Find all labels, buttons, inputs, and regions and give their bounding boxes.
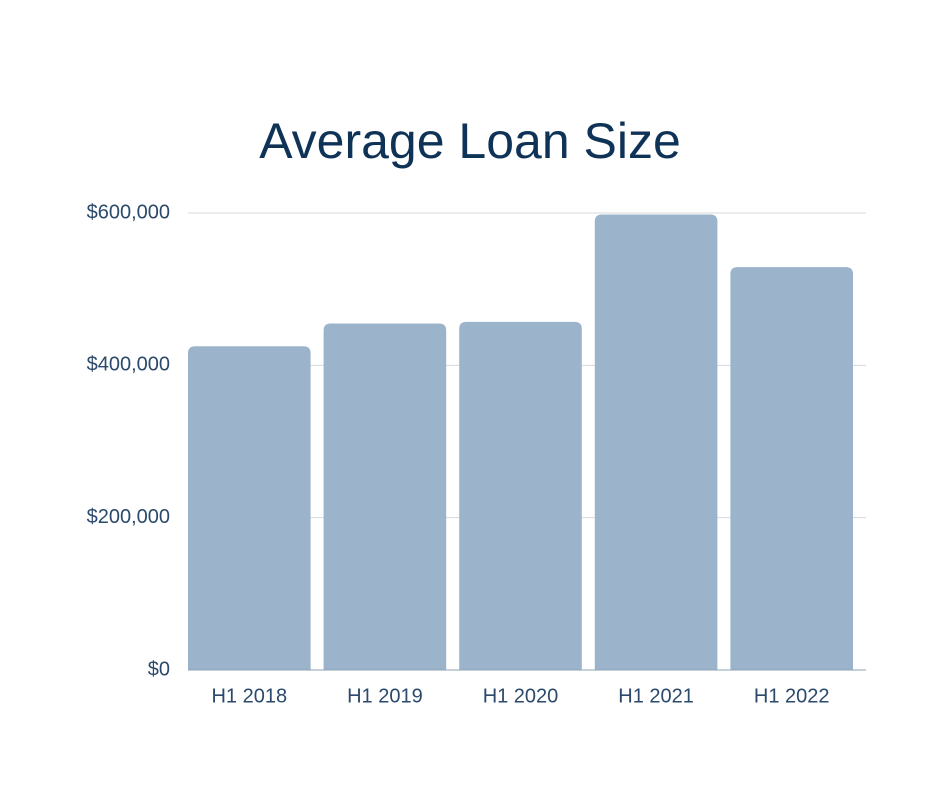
y-tick-label: $200,000 <box>87 506 170 528</box>
x-tick-label: H1 2019 <box>347 685 423 707</box>
y-tick-label: $600,000 <box>87 201 170 223</box>
x-tick-label: H1 2018 <box>211 685 287 707</box>
bar <box>323 323 447 670</box>
bar <box>594 214 718 671</box>
bar <box>459 321 582 670</box>
chart-title: Average Loan Size <box>259 113 681 169</box>
bar <box>188 346 311 670</box>
x-tick-label: H1 2022 <box>754 685 830 707</box>
x-tick-label: H1 2021 <box>618 685 694 707</box>
x-tick-label: H1 2020 <box>483 685 559 707</box>
y-tick-label: $0 <box>148 658 170 680</box>
y-tick-label: $400,000 <box>87 354 170 376</box>
bar <box>730 267 853 670</box>
